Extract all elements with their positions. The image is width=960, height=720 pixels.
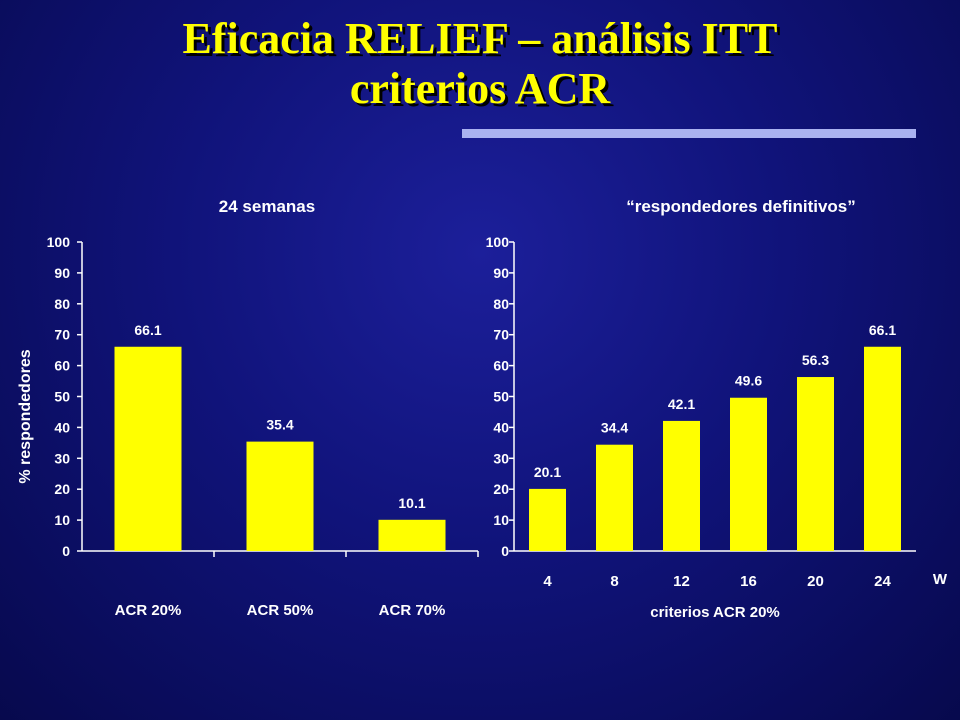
bar bbox=[378, 519, 446, 551]
y-tick-label: 90 bbox=[493, 265, 509, 281]
category-label: 24 bbox=[874, 573, 891, 590]
y-tick-label: 10 bbox=[493, 512, 509, 528]
slide-title-line2: criterios ACR bbox=[349, 64, 611, 113]
bar bbox=[864, 346, 901, 551]
y-tick-label: 50 bbox=[54, 389, 70, 405]
data-label: 66.1 bbox=[134, 322, 161, 338]
bar bbox=[797, 377, 834, 551]
chart-title: 24 semanas bbox=[219, 197, 315, 216]
bar bbox=[596, 444, 633, 551]
slide-title-line1: Eficacia RELIEF – análisis ITT bbox=[182, 14, 778, 63]
category-label: 16 bbox=[740, 573, 757, 590]
y-tick-label: 80 bbox=[493, 296, 509, 312]
chart-title: “respondedores definitivos” bbox=[626, 197, 856, 216]
bar bbox=[663, 420, 700, 551]
y-tick-label: 40 bbox=[493, 419, 509, 435]
data-label: 56.3 bbox=[802, 352, 829, 368]
category-label: 8 bbox=[610, 573, 618, 590]
y-tick-label: 30 bbox=[493, 450, 509, 466]
data-label: 34.4 bbox=[601, 420, 628, 436]
title-divider bbox=[462, 129, 916, 138]
category-label: 4 bbox=[543, 573, 552, 590]
y-tick-label: 30 bbox=[54, 450, 70, 466]
y-tick-label: 90 bbox=[54, 265, 70, 281]
category-label: ACR 20% bbox=[115, 602, 182, 619]
y-tick-label: 100 bbox=[486, 234, 510, 250]
chart-respondedores-definitivos: “respondedores definitivos” 0 10 20 30 40 50 60… bbox=[486, 197, 948, 621]
category-label: ACR 70% bbox=[379, 602, 446, 619]
category-label: ACR 50% bbox=[247, 602, 314, 619]
bar bbox=[730, 397, 767, 551]
category-label: 12 bbox=[673, 573, 690, 590]
y-tick-label: 70 bbox=[493, 327, 509, 343]
data-label: 66.1 bbox=[869, 322, 896, 338]
y-tick-label: 80 bbox=[54, 296, 70, 312]
bar bbox=[529, 488, 566, 551]
x-axis-unit: W bbox=[933, 571, 948, 588]
y-tick-label: 60 bbox=[54, 358, 70, 374]
data-label: 42.1 bbox=[668, 396, 695, 412]
chart-24-semanas: 24 semanas 0 10 20 30 40 50 60 70 80 90 100 % respon… bbox=[17, 197, 479, 619]
y-tick-label: 0 bbox=[62, 543, 70, 559]
data-label: 10.1 bbox=[398, 495, 425, 511]
bar bbox=[246, 441, 314, 551]
y-tick-label: 0 bbox=[501, 543, 509, 559]
y-tick-label: 50 bbox=[493, 389, 509, 405]
bar bbox=[114, 346, 182, 551]
y-tick-label: 20 bbox=[493, 481, 509, 497]
y-tick-label: 20 bbox=[54, 481, 70, 497]
y-tick-label: 60 bbox=[493, 358, 509, 374]
y-tick-label: 100 bbox=[47, 234, 71, 250]
category-label: 20 bbox=[807, 573, 824, 590]
y-tick-label: 70 bbox=[54, 327, 70, 343]
x-axis-title: criterios ACR 20% bbox=[650, 604, 780, 621]
data-label: 35.4 bbox=[266, 417, 293, 433]
data-label: 49.6 bbox=[735, 373, 762, 389]
y-tick-label: 10 bbox=[54, 512, 70, 528]
y-tick-label: 40 bbox=[54, 419, 70, 435]
slide-title: Eficacia RELIEF – análisis ITT criterios… bbox=[0, 14, 960, 114]
data-label: 20.1 bbox=[534, 464, 561, 480]
y-axis-title: % respondedores bbox=[17, 349, 34, 483]
